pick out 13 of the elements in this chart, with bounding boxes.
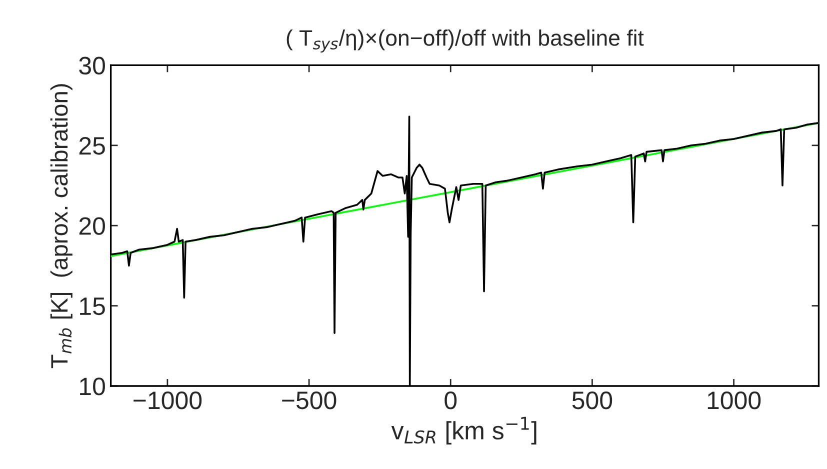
y-tick-label: 20 bbox=[79, 217, 105, 235]
y-tick-label: 25 bbox=[79, 136, 105, 155]
x-axis-title: v$_{LSR}$ [km s$^{−1}$] bbox=[391, 416, 536, 444]
x-tick-label: 0 bbox=[444, 392, 457, 410]
y-tick-label: 15 bbox=[80, 298, 105, 316]
y-tick-label: 10 bbox=[80, 378, 105, 396]
y-tick-label: 30 bbox=[79, 56, 105, 74]
x-tick-label: −1000 bbox=[134, 392, 202, 410]
x-tick-label: 500 bbox=[572, 392, 612, 410]
y-axis-title: T$_{mb}$ [K] (aprox. calibration) bbox=[50, 84, 72, 368]
x-tick-label: 1000 bbox=[708, 392, 761, 410]
x-tick-label: −500 bbox=[282, 392, 336, 410]
chart-title: ( T$_{sys}$/η)×(on−off)/off with baseline fit bbox=[286, 30, 644, 53]
